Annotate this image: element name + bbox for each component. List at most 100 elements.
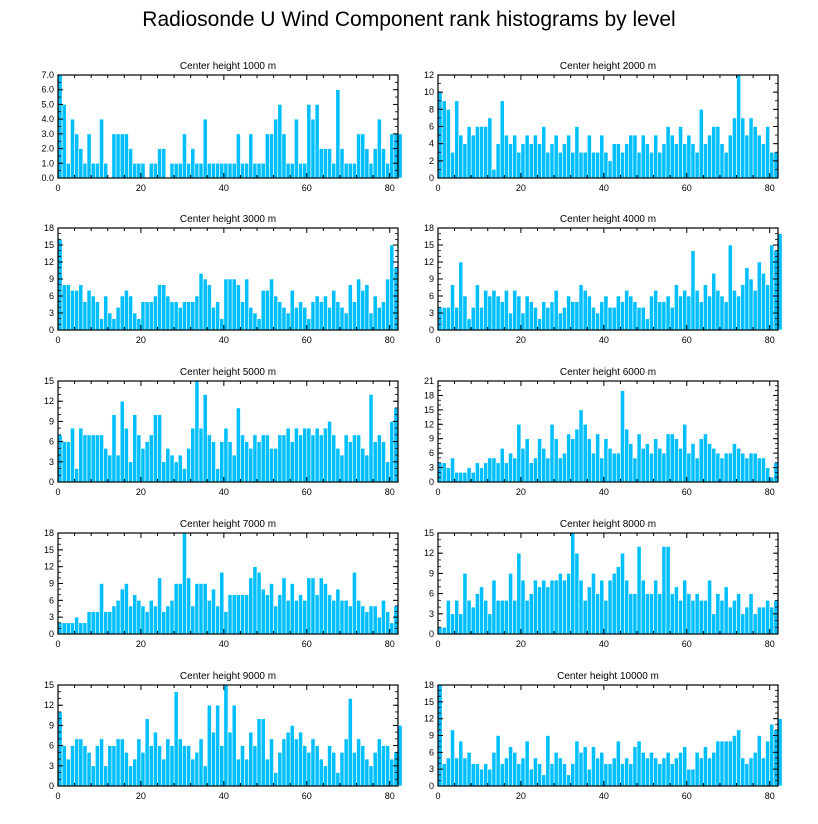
- histogram-bar: [475, 593, 480, 635]
- histogram-bar: [628, 763, 634, 787]
- histogram-bar: [343, 600, 349, 635]
- x-tick-label: 60: [302, 335, 312, 345]
- histogram-bar: [368, 394, 374, 483]
- y-tick-label: 0: [49, 629, 54, 639]
- histogram-bar: [244, 594, 250, 635]
- y-tick-label: 12: [44, 257, 54, 267]
- histogram-bar: [495, 295, 501, 331]
- plot-frame: [437, 532, 779, 635]
- histogram-bar: [136, 318, 142, 331]
- histogram-bar: [723, 740, 729, 787]
- histogram-bar: [119, 738, 125, 787]
- histogram-bar: [182, 133, 187, 179]
- histogram-bar: [640, 752, 646, 787]
- x-tick-label: 80: [765, 791, 775, 801]
- histogram-bar: [119, 295, 125, 331]
- histogram-bar: [285, 312, 291, 331]
- histogram-bar: [356, 738, 361, 787]
- histogram-bar: [177, 307, 183, 331]
- histogram-bar: [306, 752, 312, 787]
- histogram-bar: [491, 290, 497, 331]
- y-tick-label: 8: [429, 104, 434, 114]
- x-tick-label: 0: [435, 183, 440, 193]
- histogram-bar: [61, 622, 67, 635]
- panel-title: Center height 6000 m: [560, 367, 656, 378]
- histogram-bar: [294, 738, 299, 787]
- histogram-bar: [323, 427, 328, 483]
- histogram-bar: [582, 290, 588, 331]
- histogram-bar: [265, 434, 270, 483]
- histogram-bar: [512, 290, 518, 331]
- histogram-bar: [562, 307, 567, 331]
- histogram-bar: [74, 290, 80, 331]
- x-tick-label: 40: [219, 183, 229, 193]
- histogram-bar: [620, 390, 625, 483]
- histogram-bar: [574, 552, 580, 635]
- histogram-bar: [335, 301, 341, 331]
- histogram-bar: [653, 290, 659, 331]
- histogram-bar: [669, 307, 675, 331]
- histogram-bar: [723, 301, 729, 331]
- histogram-bar: [628, 134, 634, 179]
- histogram-bar: [240, 434, 245, 483]
- histogram-bar: [537, 438, 542, 483]
- histogram-bar: [636, 546, 642, 635]
- histogram-bar: [636, 307, 642, 331]
- plot-frame: [57, 380, 399, 483]
- histogram-bar: [483, 462, 489, 483]
- histogram-bar: [103, 295, 109, 331]
- histogram-bar: [686, 134, 692, 179]
- histogram-bar: [331, 290, 337, 331]
- histogram-bar: [327, 594, 332, 635]
- histogram-bar: [445, 307, 451, 331]
- histogram-bar: [381, 301, 386, 331]
- histogram-bar: [528, 143, 534, 179]
- histogram-bar: [636, 740, 642, 787]
- y-tick-label: 18: [424, 680, 434, 690]
- histogram-bar: [562, 143, 567, 179]
- histogram-bar: [99, 318, 104, 331]
- histogram-bar: [177, 162, 183, 179]
- histogram-bar: [352, 752, 357, 787]
- histogram-bar: [524, 740, 530, 787]
- histogram-bar: [748, 452, 754, 483]
- histogram-bar: [632, 457, 638, 483]
- histogram-bar: [653, 438, 659, 483]
- histogram-bar: [566, 774, 571, 787]
- y-tick-label: 15: [424, 240, 434, 250]
- histogram-bar: [537, 763, 542, 787]
- histogram-bar: [277, 104, 283, 179]
- y-tick-label: 6: [49, 595, 54, 605]
- histogram-bar: [765, 467, 771, 483]
- histogram-bar: [744, 267, 750, 331]
- histogram-bar: [136, 738, 142, 787]
- histogram-bar: [306, 104, 312, 179]
- histogram-bar: [595, 433, 601, 483]
- histogram-bar: [198, 738, 204, 787]
- histogram-bar: [769, 151, 775, 179]
- histogram-bar: [698, 757, 704, 787]
- histogram-bar: [310, 301, 316, 331]
- histogram-bar: [690, 768, 696, 787]
- histogram-bar: [495, 462, 501, 483]
- histogram-bar: [458, 740, 464, 787]
- histogram-bar: [393, 407, 399, 483]
- histogram-bar: [698, 438, 704, 483]
- histogram-bar: [231, 704, 237, 787]
- histogram-bar: [657, 763, 663, 787]
- histogram-bar: [327, 745, 332, 787]
- x-tick-label: 80: [385, 335, 395, 345]
- histogram-bar: [466, 467, 472, 483]
- histogram-bar: [252, 745, 258, 787]
- histogram-bar: [161, 284, 167, 331]
- histogram-bar: [599, 457, 605, 483]
- histogram-bar: [516, 552, 522, 635]
- x-tick-label: 20: [136, 487, 146, 497]
- histogram-bar: [752, 290, 758, 331]
- histogram-bar: [553, 579, 559, 635]
- histogram-bar: [65, 162, 71, 179]
- histogram-bar: [165, 295, 171, 331]
- histogram-bar: [124, 427, 129, 483]
- histogram-bar: [470, 134, 476, 179]
- histogram-bar: [285, 600, 291, 635]
